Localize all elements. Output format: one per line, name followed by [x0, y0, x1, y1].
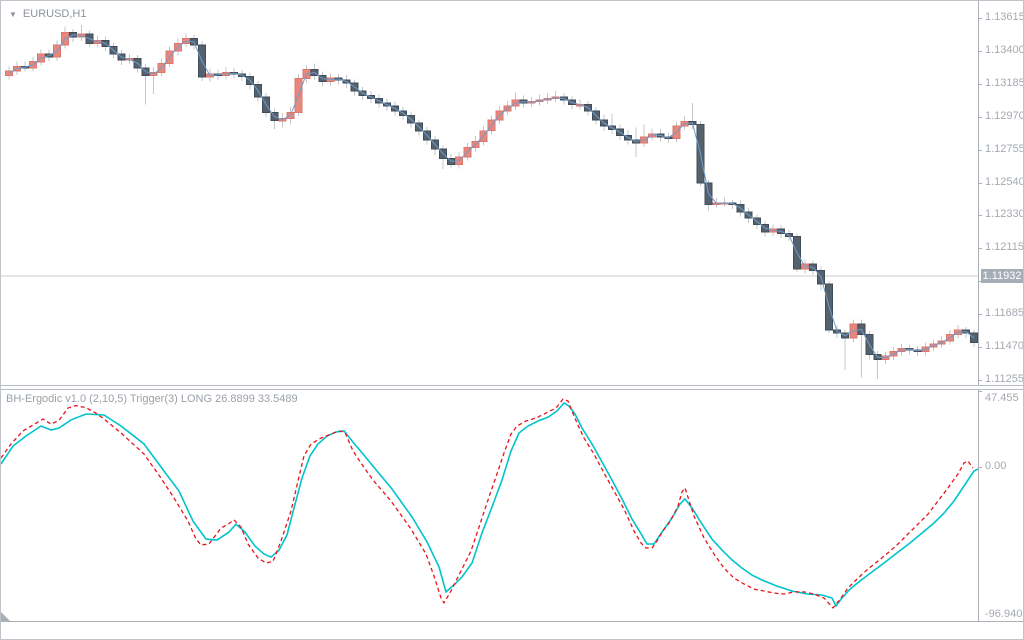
symbol-dropdown[interactable]: ▼ EURUSD,H1	[9, 8, 87, 20]
candlestick-plot[interactable]	[1, 1, 978, 385]
ma-line	[8, 34, 975, 359]
price-tick-label: 1.11255	[985, 373, 1024, 385]
indicator-tick-label: 0.00	[985, 460, 1007, 472]
indicator-title: BH-Ergodic v1.0 (2,10,5) Trigger(3) LONG…	[6, 393, 298, 405]
price-tick-label: 1.12970	[985, 110, 1024, 122]
trigger-line	[1, 398, 974, 609]
price-tick-mark	[978, 281, 982, 282]
price-tick-mark	[978, 51, 982, 52]
ergodic-line	[1, 401, 978, 608]
ergodic-plot[interactable]	[1, 391, 978, 621]
price-tick-mark	[978, 248, 982, 249]
price-axis-line	[978, 1, 979, 621]
price-tick-mark	[978, 380, 982, 381]
price-tick-mark	[978, 150, 982, 151]
price-tick-mark	[978, 183, 982, 184]
current-price-box: 1.11932	[981, 269, 1023, 283]
price-tick-mark	[978, 117, 982, 118]
indicator-tick-mark	[978, 467, 982, 468]
time-axis-strip[interactable]	[1, 621, 1023, 639]
price-tick-mark	[978, 347, 982, 348]
price-tick-label: 1.11470	[985, 340, 1024, 352]
candle-body	[969, 332, 978, 343]
indicator-tick-label: -96.9403	[985, 608, 1023, 620]
indicator-tick-label: 47.455	[985, 392, 1019, 404]
panel-separator[interactable]	[1, 385, 1023, 390]
price-tick-mark	[978, 84, 982, 85]
price-tick-mark	[978, 314, 982, 315]
ergodic-indicator-area[interactable]	[1, 391, 978, 621]
price-tick-label: 1.11685	[985, 307, 1024, 319]
price-tick-label: 1.13400	[985, 44, 1024, 56]
price-tick-label: 1.12330	[985, 208, 1024, 220]
price-tick-label: 1.12755	[985, 143, 1024, 155]
indicator-tick-mark	[978, 391, 982, 392]
price-tick-label: 1.13185	[985, 77, 1024, 89]
price-tick-mark	[978, 215, 982, 216]
candle-body	[4, 70, 13, 77]
price-tick-label: 1.12540	[985, 176, 1024, 188]
candlestick-chart-area[interactable]	[1, 1, 978, 385]
price-tick-label: 1.13615	[985, 11, 1024, 23]
panel-resize-handle[interactable]	[1, 612, 10, 621]
symbol-label: EURUSD,H1	[22, 8, 87, 20]
price-tick-mark	[978, 18, 982, 19]
triangle-down-icon: ▼	[9, 9, 17, 19]
price-tick-label: 1.12115	[985, 241, 1024, 253]
